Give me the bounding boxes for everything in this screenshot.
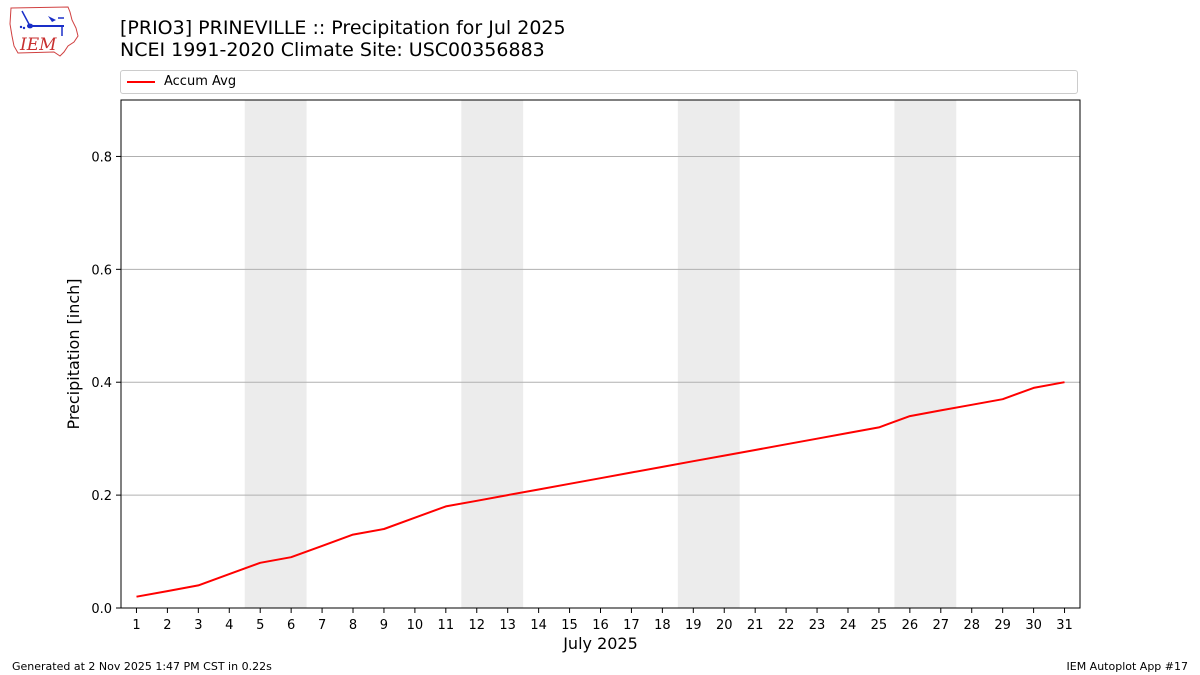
- data-point: [290, 556, 292, 558]
- data-point: [259, 562, 261, 564]
- data-point: [785, 443, 787, 445]
- data-point: [414, 516, 416, 518]
- x-tick-label: 15: [561, 618, 578, 633]
- data-point: [228, 573, 230, 575]
- x-tick-label: 2: [163, 618, 171, 633]
- data-point: [476, 500, 478, 502]
- generated-note: Generated at 2 Nov 2025 1:47 PM CST in 0…: [12, 660, 272, 673]
- x-axis-label: July 2025: [562, 634, 638, 653]
- weekend-band: [461, 100, 524, 608]
- x-tick-label: 7: [318, 618, 326, 633]
- series-line-accum-avg: [136, 381, 1065, 598]
- y-tick-label: 0.0: [91, 602, 112, 617]
- legend: Accum Avg: [120, 70, 1078, 94]
- weekend-band: [677, 100, 740, 608]
- weekend-band: [244, 100, 307, 608]
- x-tick-label: 1: [132, 618, 140, 633]
- chart-subtitle: NCEI 1991-2020 Climate Site: USC00356883: [120, 39, 545, 61]
- x-tick-label: 25: [871, 618, 888, 633]
- chart-title: [PRIO3] PRINEVILLE :: Precipitation for …: [120, 17, 566, 39]
- y-axis-label: Precipitation [inch]: [64, 278, 83, 429]
- data-point: [135, 596, 137, 598]
- x-tick-label: 31: [1056, 618, 1073, 633]
- logo-text: IEM: [19, 35, 57, 55]
- iem-logo: IEM: [9, 6, 79, 57]
- data-point: [878, 426, 880, 428]
- data-point: [971, 404, 973, 406]
- x-tick-label: 4: [225, 618, 233, 633]
- y-tick-label: 0.6: [91, 263, 112, 278]
- y-tick-label: 0.8: [91, 150, 112, 165]
- data-point: [352, 533, 354, 535]
- x-tick-label: 29: [994, 618, 1011, 633]
- app-credit: IEM Autoplot App #17: [1066, 660, 1189, 673]
- weekend-band: [894, 100, 957, 608]
- x-tick-label: 3: [194, 618, 202, 633]
- data-point: [537, 488, 539, 490]
- x-tick-label: 27: [933, 618, 950, 633]
- x-tick-label: 9: [380, 618, 388, 633]
- x-tick-label: 14: [530, 618, 547, 633]
- data-point: [599, 477, 601, 479]
- x-tick-label: 20: [716, 618, 733, 633]
- y-tick-label: 0.4: [91, 376, 112, 391]
- x-tick-label: 28: [963, 618, 980, 633]
- data-point: [1032, 387, 1034, 389]
- x-tick-label: 19: [685, 618, 702, 633]
- data-point: [940, 409, 942, 411]
- data-point: [445, 505, 447, 507]
- data-point: [506, 494, 508, 496]
- x-tick-label: 23: [809, 618, 826, 633]
- data-point: [166, 590, 168, 592]
- data-point: [383, 528, 385, 530]
- x-tick-label: 8: [349, 618, 357, 633]
- data-point: [754, 449, 756, 451]
- x-tick-label: 11: [438, 618, 455, 633]
- x-tick-label: 30: [1025, 618, 1042, 633]
- legend-swatch-accum-avg: [127, 81, 155, 83]
- x-tick-label: 5: [256, 618, 264, 633]
- data-point: [816, 437, 818, 439]
- x-tick-label: 21: [747, 618, 764, 633]
- y-tick-label: 0.2: [91, 489, 112, 504]
- data-point: [630, 471, 632, 473]
- x-tick-label: 22: [778, 618, 795, 633]
- data-point: [568, 483, 570, 485]
- data-point: [692, 460, 694, 462]
- legend-label-accum-avg: Accum Avg: [164, 74, 237, 89]
- plot-frame: [120, 99, 1081, 609]
- data-point: [1001, 398, 1003, 400]
- x-tick-label: 12: [468, 618, 485, 633]
- data-point: [1063, 381, 1065, 383]
- x-tick-label: 24: [840, 618, 857, 633]
- x-tick-label: 26: [902, 618, 919, 633]
- x-tick-label: 16: [592, 618, 609, 633]
- x-tick-label: 10: [407, 618, 424, 633]
- chart-title-block: [PRIO3] PRINEVILLE :: Precipitation for …: [120, 17, 566, 61]
- data-point: [847, 432, 849, 434]
- x-tick-label: 13: [499, 618, 516, 633]
- data-point: [723, 454, 725, 456]
- x-tick-label: 6: [287, 618, 295, 633]
- x-tick-label: 17: [623, 618, 640, 633]
- data-point: [661, 466, 663, 468]
- x-tick-label: 18: [654, 618, 671, 633]
- data-point: [197, 584, 199, 586]
- data-point: [321, 545, 323, 547]
- data-point: [909, 415, 911, 417]
